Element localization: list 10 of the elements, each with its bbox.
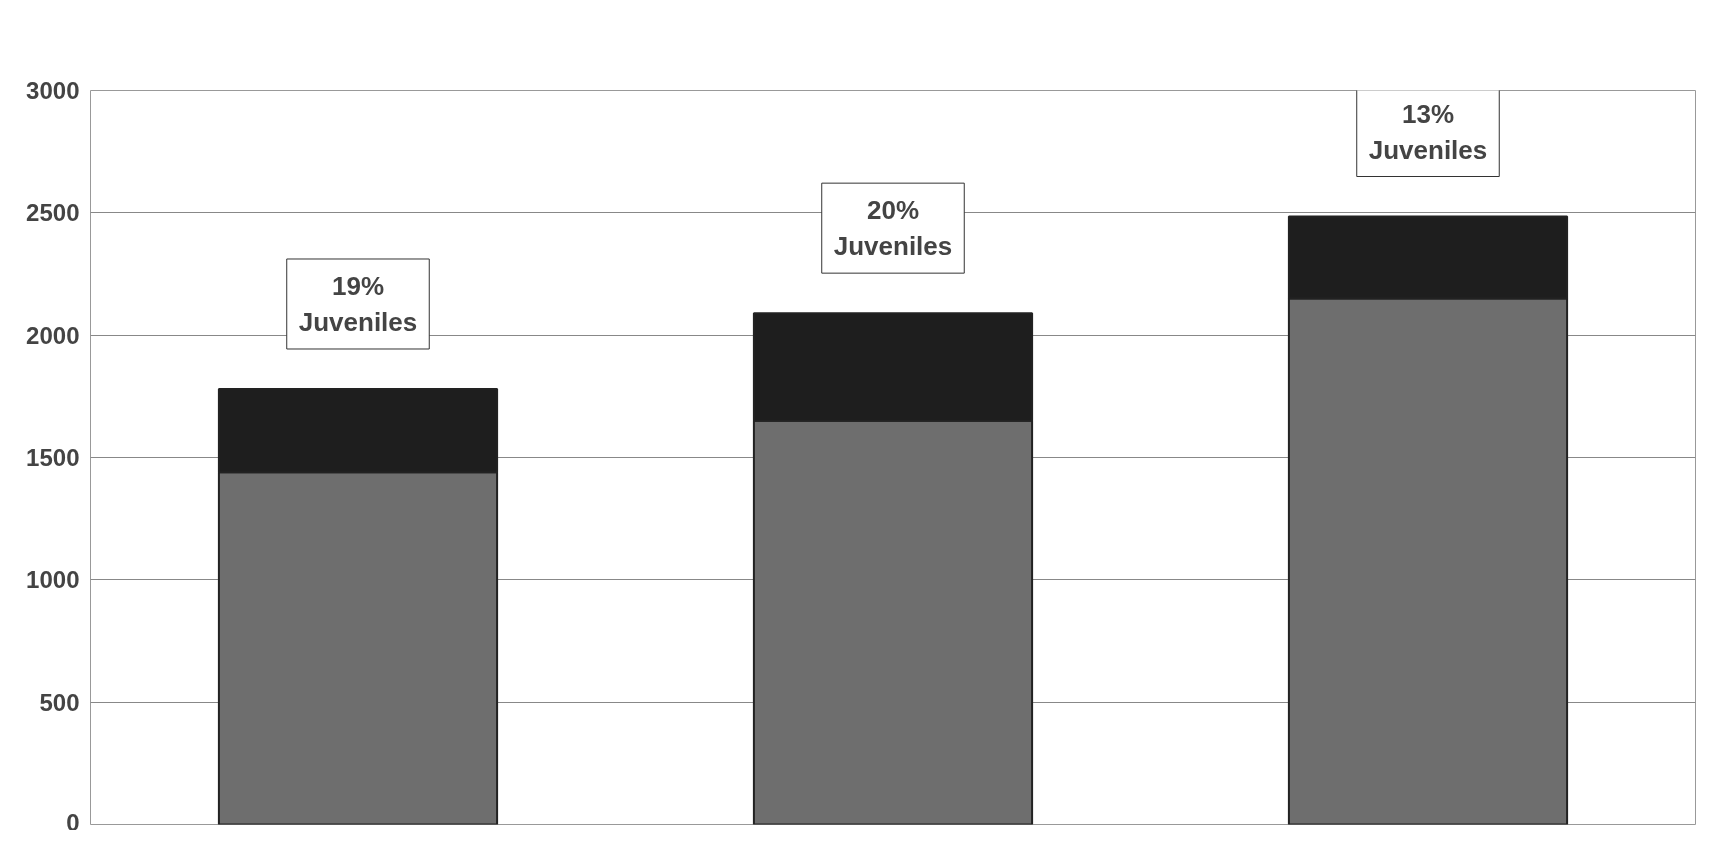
- y-tick-label: 1500: [26, 444, 80, 471]
- annotation: 13% Juveniles: [1368, 98, 1488, 165]
- annotation: 19% Juveniles: [298, 270, 418, 337]
- annotation: 20% Juveniles: [833, 195, 953, 262]
- y-tick-label: 2000: [26, 321, 80, 349]
- y-tick-label: 500: [39, 688, 80, 716]
- y-tick-label: 1000: [26, 566, 80, 594]
- y-tick-label: 0: [66, 808, 80, 836]
- y-tick-label: 3000: [26, 77, 80, 104]
- y-tick-label: 2500: [26, 199, 80, 227]
